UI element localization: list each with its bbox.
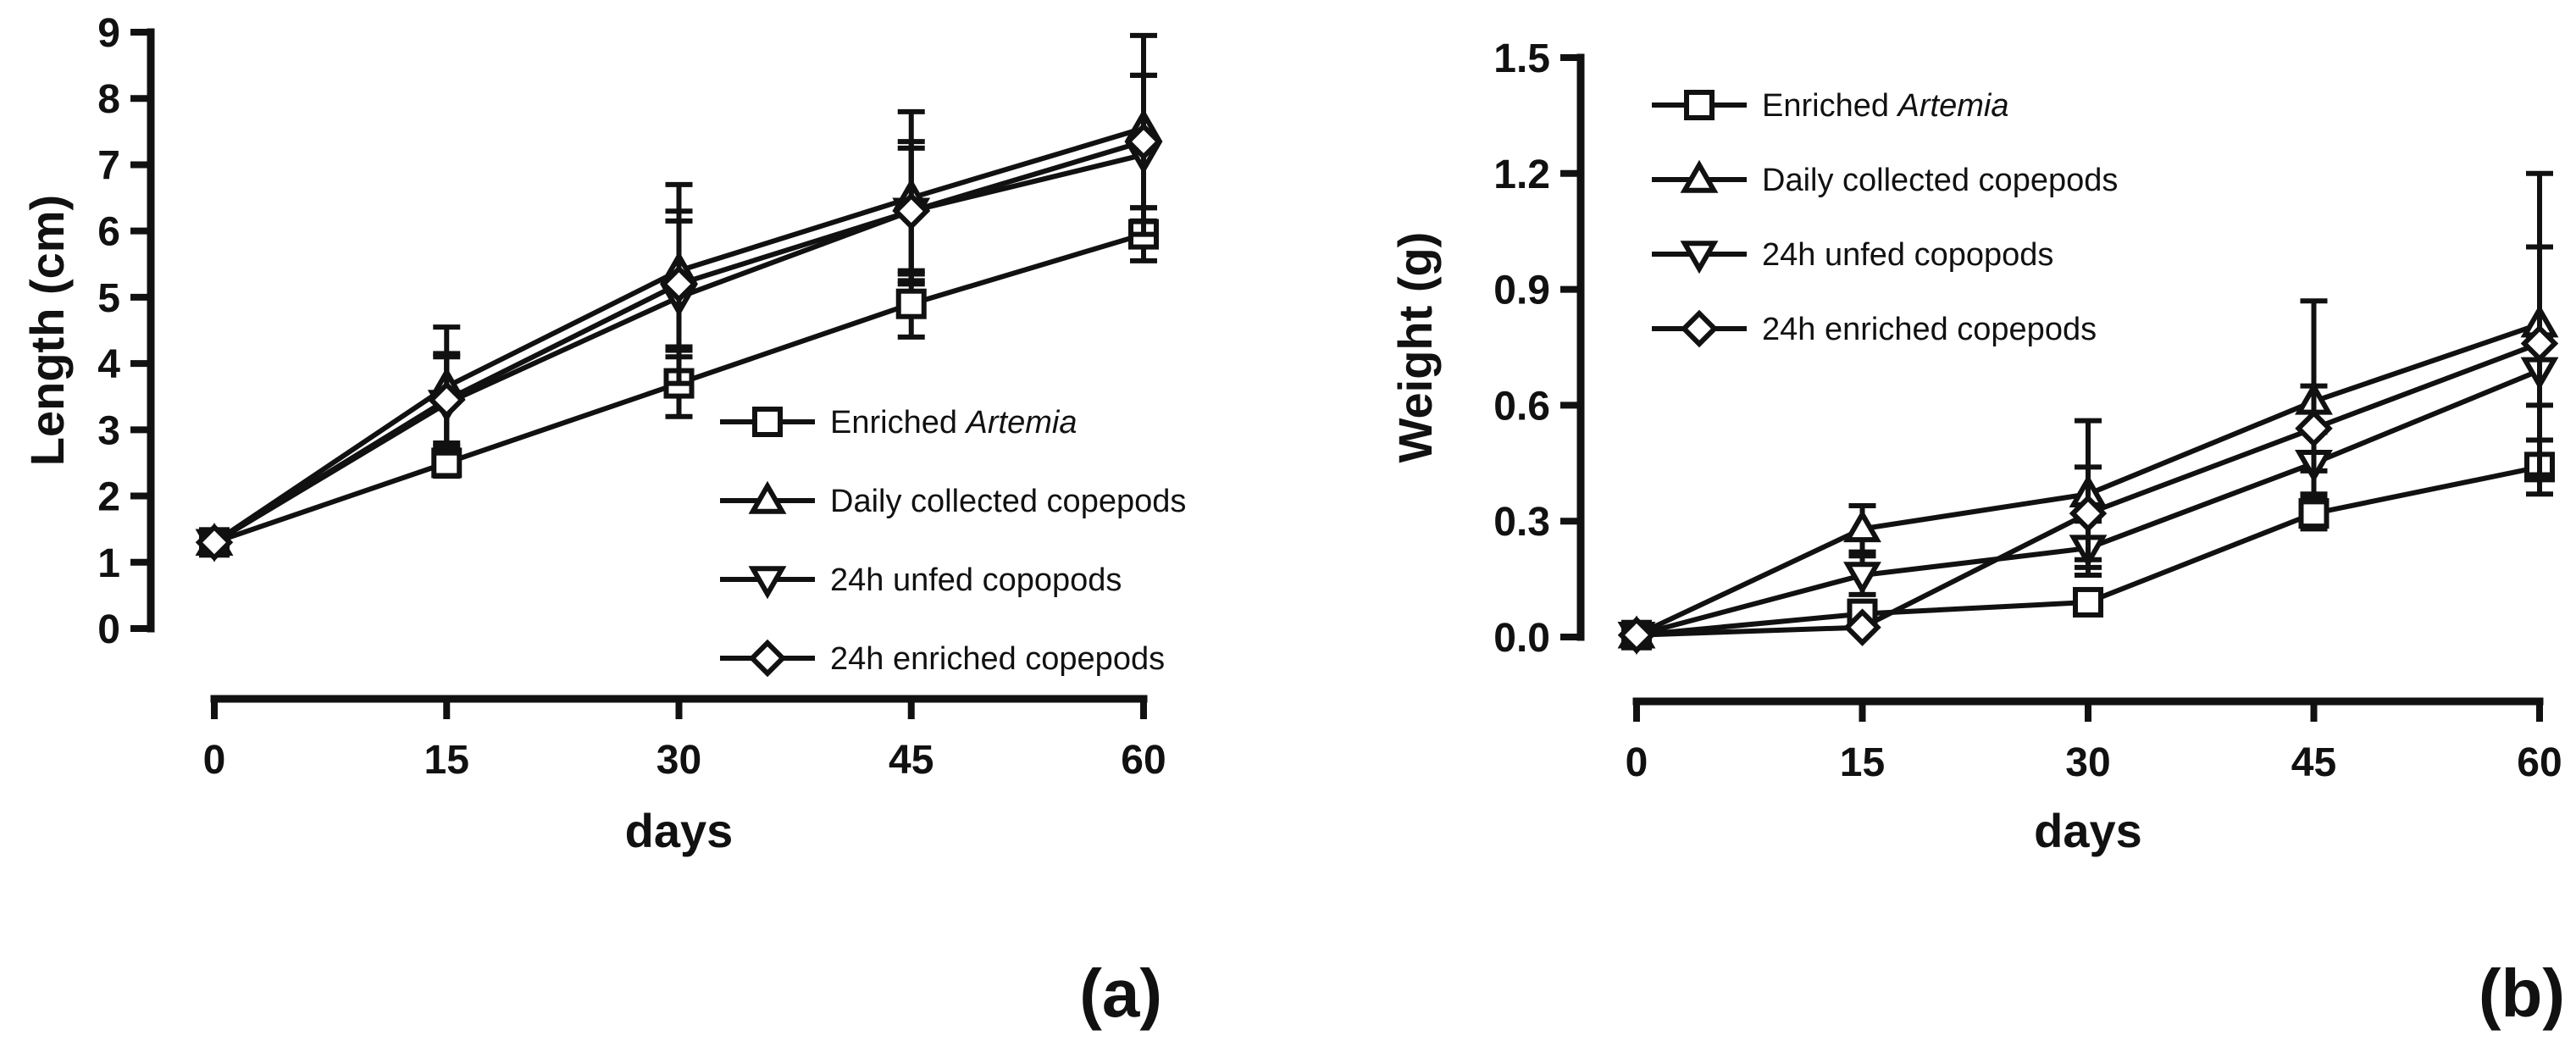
data-point-triangle-down xyxy=(1843,562,1881,596)
x-tick-label: 45 xyxy=(889,738,933,783)
y-tick-label: 1 xyxy=(97,541,120,586)
panel-label: (b) xyxy=(2479,956,2565,1031)
legend-label: 24h unfed copopods xyxy=(1762,237,2053,273)
x-tick-label: 0 xyxy=(203,738,226,783)
data-point-diamond xyxy=(2069,494,2108,533)
y-tick-label: 4 xyxy=(97,342,120,387)
legend-label: 24h unfed copopods xyxy=(830,562,1122,598)
y-tick-label: 0.9 xyxy=(1493,269,1550,313)
x-tick-label: 0 xyxy=(1626,740,1648,785)
chart-panel-b: 0.0 0.3 0.6 0.9 1.2 1.5 0 15 30 45 60 days Weight (g… xyxy=(1388,36,2565,1031)
legend-label: Daily collected copepods xyxy=(1762,163,2118,198)
data-point-diamond xyxy=(2295,409,2333,448)
legend-label: 24h enriched copepods xyxy=(1762,312,2097,347)
legend-label-text: Daily collected copepods xyxy=(830,484,1186,519)
legend-marker-diamond xyxy=(1680,309,1719,348)
y-tick-label: 0 xyxy=(97,607,120,652)
legend-label: Enriched Artemia xyxy=(1762,88,2008,124)
y-tick-label: 7 xyxy=(97,143,120,188)
y-tick-label: 0.0 xyxy=(1493,616,1550,661)
data-point-square xyxy=(895,288,927,319)
data-point-diamond xyxy=(428,380,466,419)
legend-label-text: 24h enriched copepods xyxy=(1762,312,2097,347)
y-tick-label: 3 xyxy=(97,408,120,453)
series-diamond xyxy=(1617,244,2559,654)
legend-marker-triangle-down xyxy=(748,566,787,600)
legend-label-text: Enriched xyxy=(1762,88,1898,124)
legend-marker-triangle-up xyxy=(748,480,787,514)
x-tick-label: 15 xyxy=(424,738,469,783)
legend: Enriched Artemia Daily collected copepods… xyxy=(1652,88,2118,348)
panel-label: (a) xyxy=(1079,956,1162,1031)
y-tick-label: 5 xyxy=(97,276,120,321)
data-point-diamond xyxy=(195,524,234,562)
x-axis-title: days xyxy=(625,804,734,857)
legend-label-italic: Artemia xyxy=(1897,88,2009,124)
y-tick-label: 0.6 xyxy=(1493,384,1550,429)
data-point-diamond xyxy=(892,191,930,230)
data-point-diamond xyxy=(1843,608,1881,646)
legend-label-text: 24h unfed copopods xyxy=(830,562,1122,598)
data-point-diamond xyxy=(1617,616,1656,654)
legend: Enriched Artemia Daily collected copepods… xyxy=(720,405,1186,678)
x-tick-label: 15 xyxy=(1840,740,1885,785)
legend-marker-triangle-down xyxy=(1680,241,1719,274)
legend-marker-diamond xyxy=(748,639,787,678)
x-tick-label: 60 xyxy=(2517,740,2562,785)
y-tick-label: 2 xyxy=(97,475,120,520)
legend-label-text: Daily collected copepods xyxy=(1762,163,2118,198)
x-axis-title: days xyxy=(2034,804,2142,857)
y-tick-label: 1.2 xyxy=(1493,152,1550,197)
x-tick-label: 30 xyxy=(656,738,701,783)
legend-label-text: Enriched xyxy=(830,405,967,440)
legend-label-text: 24h unfed copopods xyxy=(1762,237,2053,273)
legend-marker-square xyxy=(1684,90,1715,120)
series-diamond xyxy=(195,72,1163,562)
legend-marker-square xyxy=(752,407,783,437)
data-point-square xyxy=(2298,498,2329,529)
data-point-diamond xyxy=(1124,122,1163,161)
y-tick-label: 0.3 xyxy=(1493,500,1550,545)
legend-label-italic: Artemia xyxy=(965,405,1077,440)
x-tick-label: 30 xyxy=(2065,740,2110,785)
legend-label: Enriched Artemia xyxy=(830,405,1077,440)
x-tick-label: 60 xyxy=(1121,738,1166,783)
y-tick-label: 6 xyxy=(97,210,120,255)
y-tick-label: 9 xyxy=(97,11,120,56)
data-point-triangle-up xyxy=(1843,509,1881,543)
y-axis-title: Length (cm) xyxy=(20,195,74,466)
legend-label: Daily collected copepods xyxy=(830,484,1186,519)
data-point-diamond xyxy=(660,265,698,303)
y-axis-title: Weight (g) xyxy=(1388,232,1442,463)
x-tick-label: 45 xyxy=(2291,740,2336,785)
legend-label-text: 24h enriched copepods xyxy=(830,641,1165,677)
data-point-diamond xyxy=(2520,324,2559,363)
y-tick-label: 8 xyxy=(97,77,120,122)
y-tick-label: 1.5 xyxy=(1493,36,1550,81)
legend-marker-triangle-up xyxy=(1680,159,1719,193)
legend-label: 24h enriched copepods xyxy=(830,641,1165,677)
data-point-square xyxy=(2073,586,2103,618)
